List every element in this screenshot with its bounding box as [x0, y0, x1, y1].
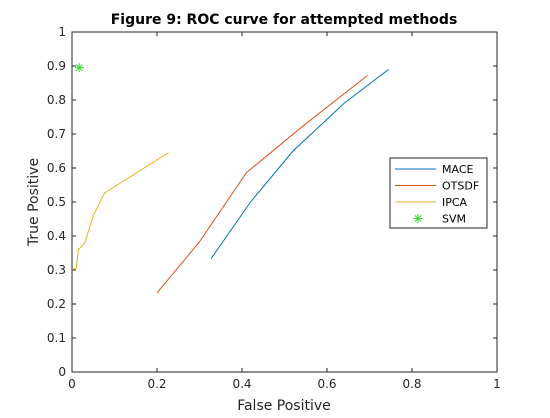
y-tick-label: 0.8 [47, 93, 66, 107]
legend-item-svm: SVM [413, 213, 466, 226]
legend-item-otsdf: OTSDF [395, 180, 479, 193]
legend-swatch-svm [414, 214, 422, 223]
legend: MACE OTSDF IPCA SVM [389, 157, 488, 229]
y-tick-label: 0.5 [47, 195, 66, 209]
axes: 0 0.2 0.4 0.6 0.8 1 0 0.1 0.2 0.3 0.4 0.5 0.6 0.7 0.8 0… [47, 25, 501, 391]
y-tick-label: 0.7 [47, 127, 66, 141]
series-ipca [71, 152, 169, 270]
legend-label-mace: MACE [442, 163, 474, 176]
series-mace [210, 69, 389, 260]
x-tick-label: 0.2 [147, 377, 166, 391]
x-tick-label: 0.4 [232, 377, 251, 391]
y-tick-label: 0.2 [47, 297, 66, 311]
series-line-mace [210, 69, 389, 260]
series-otsdf [156, 75, 368, 294]
legend-label-otsdf: OTSDF [442, 180, 479, 193]
legend-label-svm: SVM [442, 213, 466, 226]
y-axis-title: True Positive [26, 158, 42, 247]
x-tick-label: 0.8 [402, 377, 421, 391]
x-axis-title: False Positive [237, 398, 331, 414]
legend-item-mace: MACE [395, 163, 474, 176]
chart-title: Figure 9: ROC curve for attempted method… [111, 12, 458, 28]
y-tick-label: 0.4 [47, 229, 66, 243]
series-layer [71, 63, 389, 294]
y-tick-label: 0.3 [47, 263, 66, 277]
series-svm [74, 63, 84, 73]
legend-label-ipca: IPCA [442, 196, 468, 209]
y-tick-label: 0.1 [47, 331, 66, 345]
legend-box [389, 157, 488, 229]
data-point-svm [75, 64, 83, 72]
x-tick-label: 1 [493, 377, 501, 391]
x-tick-label: 0 [68, 377, 76, 391]
y-tick-label: 0.9 [47, 59, 66, 73]
legend-item-ipca: IPCA [395, 196, 468, 209]
y-tick-label: 0 [58, 365, 66, 379]
y-tick-label: 0.6 [47, 161, 66, 175]
y-tick-label: 1 [58, 25, 66, 39]
series-line-ipca [71, 152, 169, 270]
series-line-otsdf [156, 75, 368, 294]
x-tick-label: 0.6 [317, 377, 336, 391]
